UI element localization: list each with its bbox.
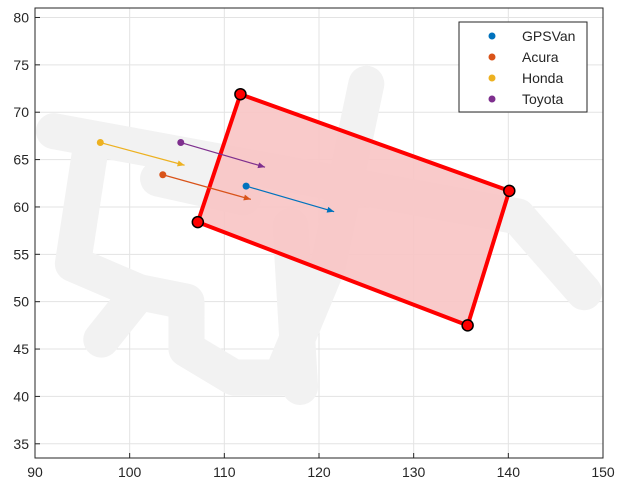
y-tick-label: 70 — [13, 104, 29, 120]
legend-label-honda: Honda — [522, 70, 563, 86]
x-tick-label: 90 — [27, 464, 43, 480]
series-point-acura — [159, 171, 167, 179]
series-arrowhead-gpsvan — [326, 206, 335, 213]
series-point-honda — [96, 139, 104, 147]
series-arrow-toyota — [180, 141, 266, 168]
x-tick-label: 120 — [307, 464, 331, 480]
y-tick-label: 55 — [13, 246, 29, 262]
x-tick-label: 150 — [591, 464, 615, 480]
legend-marker-gpsvan — [488, 32, 496, 40]
legend-label-gpsvan: GPSVan — [522, 28, 575, 44]
legend-label-toyota: Toyota — [522, 91, 563, 107]
polygon-vertex — [191, 215, 205, 229]
series-arrowhead-honda — [177, 160, 185, 167]
polygon-vertex — [503, 184, 516, 198]
y-tick-label: 65 — [13, 152, 29, 168]
polygon-vertex — [461, 319, 474, 332]
axes: 90 100 110 120 130 140 150 35 40 45 50 55 60 65 70 75 80 — [13, 7, 615, 480]
legend-marker-honda — [488, 74, 496, 82]
y-tick-label: 45 — [13, 341, 29, 357]
series-point-toyota — [177, 139, 185, 147]
legend-marker-toyota — [488, 95, 496, 103]
series-group — [96, 139, 335, 213]
polygon-vertex — [234, 87, 247, 101]
y-tick-label: 60 — [13, 199, 29, 215]
x-tick-label: 100 — [118, 464, 142, 480]
y-tick-label: 35 — [13, 436, 29, 452]
y-tick-label: 75 — [13, 57, 29, 73]
y-tick-label: 50 — [13, 294, 29, 310]
x-tick-label: 110 — [213, 464, 236, 480]
x-tick-label: 130 — [402, 464, 426, 480]
x-tick-label: 140 — [497, 464, 521, 480]
series-arrowhead-acura — [243, 194, 251, 201]
series-arrowhead-toyota — [257, 162, 266, 169]
series-arrow-gpsvan — [245, 185, 335, 213]
legend-box — [458, 21, 588, 113]
track-segment — [54, 122, 158, 358]
bounding-polygon — [191, 87, 516, 332]
series-arrow-honda — [100, 141, 185, 166]
series-point-gpsvan — [242, 182, 250, 190]
y-tick-label: 80 — [13, 9, 29, 25]
track-segment — [35, 113, 603, 311]
legend: GPSVan Acura Honda Toyota — [458, 21, 588, 113]
y-tick-label: 40 — [13, 388, 29, 404]
legend-label-acura: Acura — [522, 49, 559, 65]
series-arrow-acura — [162, 174, 252, 200]
legend-marker-acura — [488, 53, 496, 61]
